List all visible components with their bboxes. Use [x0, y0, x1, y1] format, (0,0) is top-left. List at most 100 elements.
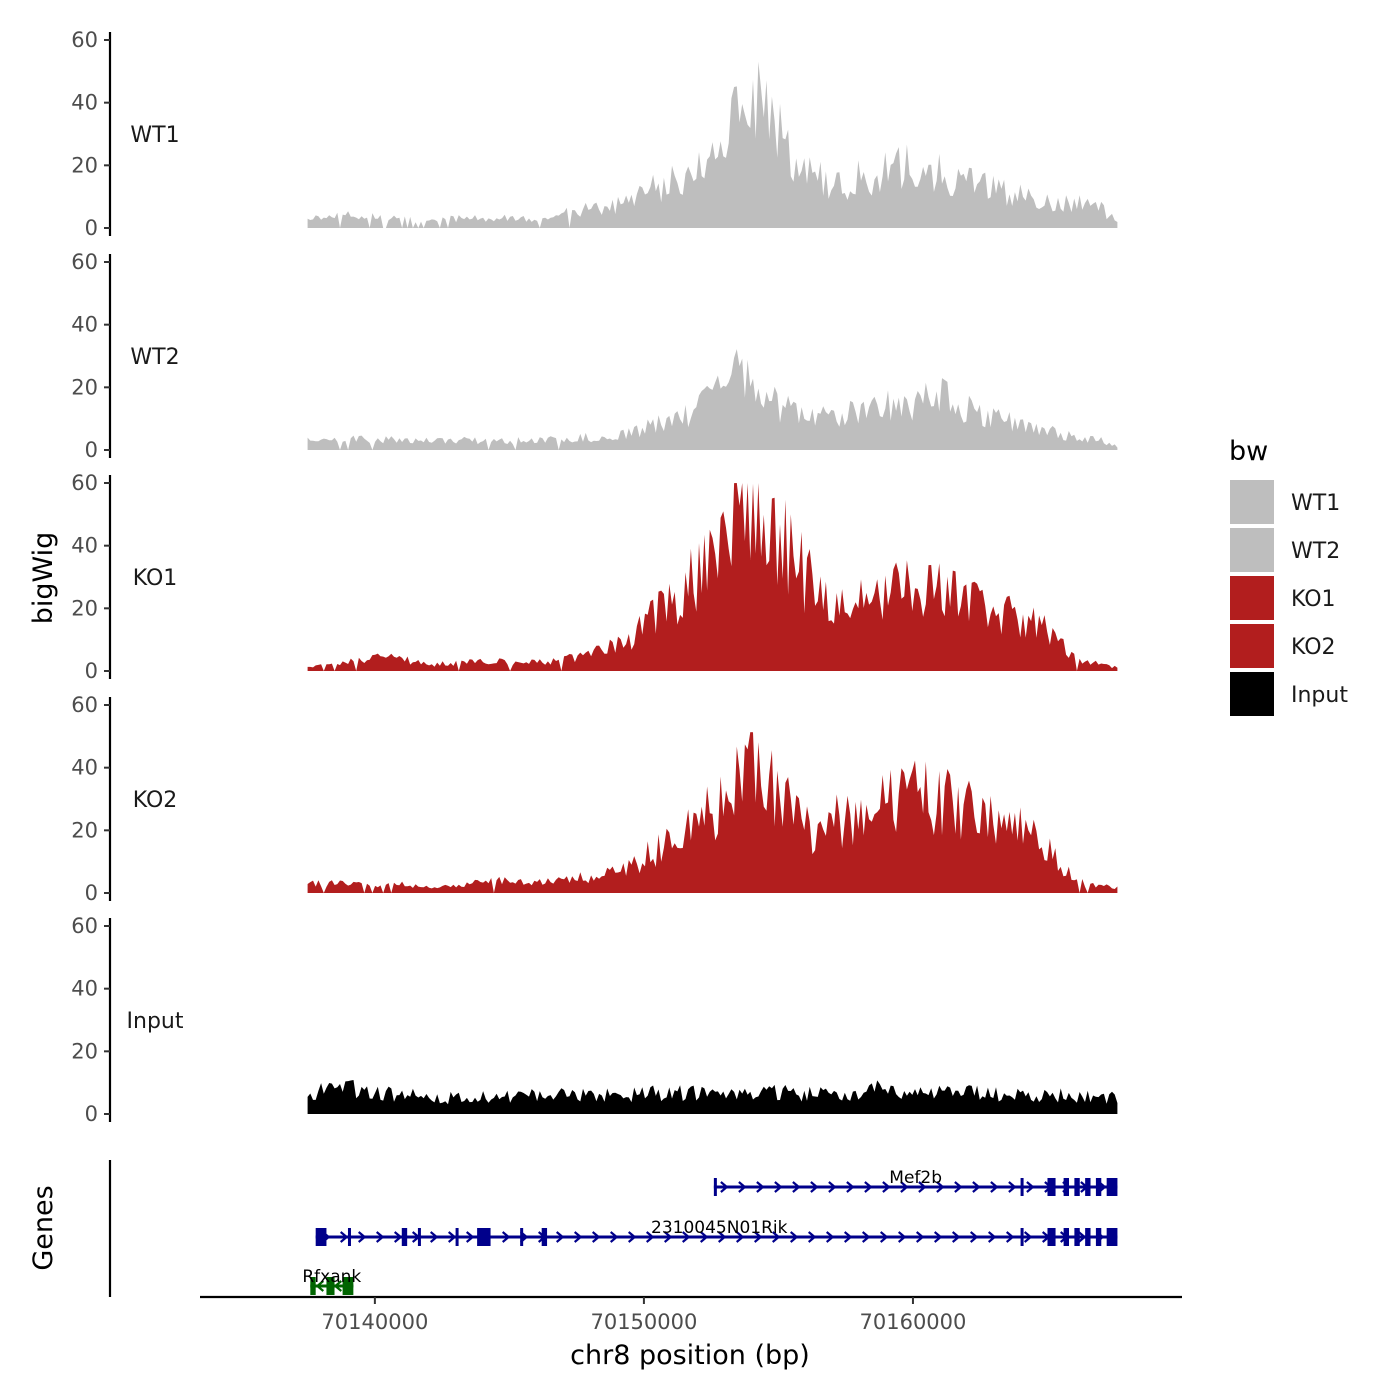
x-axis-title: chr8 position (bp) — [570, 1340, 810, 1371]
exon — [1106, 1228, 1118, 1246]
exon — [401, 1228, 408, 1246]
x-tick-label: 70160000 — [860, 1310, 967, 1334]
exon — [347, 1228, 351, 1246]
strand-arrow — [339, 1231, 349, 1243]
legend-entry-input: Input — [1230, 672, 1348, 716]
strand-arrow — [501, 1231, 511, 1243]
signal-area-wt1 — [307, 61, 1118, 228]
y-tick-label: 20 — [71, 375, 98, 399]
track-input: 0 20 40 60 Input — [71, 914, 1118, 1126]
exon — [713, 1178, 717, 1196]
signal-tracks: 0 20 40 60 WT1 0 20 40 60 WT2 0 20 40 60 KO1 0 20 40 60 KO2… — [71, 28, 1118, 1126]
strand-arrow — [609, 1231, 619, 1243]
y-tick-label: 40 — [71, 756, 98, 780]
exon — [1047, 1228, 1056, 1246]
strand-arrow — [717, 1231, 727, 1243]
exon — [1020, 1178, 1024, 1196]
y-tick-label: 0 — [85, 881, 98, 905]
strand-arrow — [789, 1231, 799, 1243]
strand-arrow — [1026, 1181, 1035, 1193]
strand-arrow — [918, 1181, 927, 1193]
y-tick-label: 60 — [71, 28, 98, 52]
strand-arrow — [969, 1231, 979, 1243]
y-axis-title-group: bigWig — [28, 532, 59, 625]
strand-arrow — [771, 1231, 781, 1243]
strand-arrow — [861, 1231, 871, 1243]
gene-label: Rfxank — [302, 1267, 361, 1287]
strand-arrow — [936, 1181, 945, 1193]
strand-arrow — [810, 1181, 819, 1193]
strand-arrow — [843, 1231, 853, 1243]
exon — [520, 1228, 524, 1246]
gene-label: Mef2b — [889, 1168, 942, 1188]
strand-arrow — [738, 1181, 747, 1193]
legend-entry-wt2: WT2 — [1230, 528, 1340, 572]
y-tick-label: 40 — [71, 977, 98, 1001]
legend-label: WT1 — [1291, 491, 1340, 516]
strand-arrow — [1005, 1231, 1015, 1243]
exon — [326, 1277, 335, 1295]
strand-arrow — [846, 1181, 855, 1193]
legend-swatch — [1230, 672, 1274, 716]
legend-entry-wt1: WT1 — [1230, 480, 1340, 524]
track-label-ko2: KO2 — [133, 788, 178, 813]
legend-entry-ko2: KO2 — [1230, 624, 1336, 668]
gene-track: Mef2b 2310045N01Rik Rfxank — [108, 1160, 1118, 1297]
gene-label: 2310045N01Rik — [651, 1218, 788, 1238]
y-tick-label: 20 — [71, 1039, 98, 1063]
signal-area-ko1 — [307, 483, 1118, 671]
strand-arrow — [573, 1231, 583, 1243]
strand-arrow — [1077, 1231, 1087, 1243]
gene-rfxank: Rfxank — [302, 1267, 361, 1295]
exon — [1047, 1178, 1056, 1196]
gene-2310045n01rik: 2310045N01Rik — [315, 1218, 1118, 1246]
strand-arrow — [465, 1231, 475, 1243]
strand-arrow — [735, 1231, 745, 1243]
strand-arrow — [663, 1231, 673, 1243]
y-tick-label: 60 — [71, 250, 98, 274]
strand-arrow — [681, 1231, 691, 1243]
strand-arrow — [645, 1231, 655, 1243]
legend-label: KO1 — [1291, 587, 1336, 612]
y-tick-label: 40 — [71, 534, 98, 558]
y-tick-label: 60 — [71, 914, 98, 938]
exon — [1074, 1178, 1080, 1196]
legend-entry-ko1: KO1 — [1230, 576, 1336, 620]
signal-area-wt2 — [307, 349, 1118, 450]
strand-arrow — [393, 1231, 403, 1243]
strand-arrow — [774, 1181, 783, 1193]
strand-arrow — [447, 1231, 457, 1243]
signal-area-ko2 — [307, 732, 1118, 893]
y-tick-label: 0 — [85, 659, 98, 683]
x-tick-label: 70150000 — [590, 1310, 697, 1334]
strand-arrow — [1008, 1181, 1017, 1193]
strand-arrow — [591, 1231, 601, 1243]
exon — [1063, 1178, 1070, 1196]
y-tick-label: 40 — [71, 313, 98, 337]
exon — [310, 1277, 316, 1295]
legend-swatch — [1230, 624, 1274, 668]
strand-arrow — [375, 1231, 385, 1243]
y-tick-label: 0 — [85, 1102, 98, 1126]
exon — [455, 1228, 459, 1246]
gene-mef2b: Mef2b — [713, 1168, 1118, 1196]
strand-arrow — [429, 1231, 439, 1243]
legend-label: WT2 — [1291, 539, 1340, 564]
strand-arrow — [900, 1181, 909, 1193]
legend-label: Input — [1291, 683, 1348, 708]
legend-swatch — [1230, 480, 1274, 524]
strand-arrow — [792, 1181, 801, 1193]
exon — [1095, 1228, 1102, 1246]
y-tick-label: 0 — [85, 216, 98, 240]
track-ko1: 0 20 40 60 KO1 — [71, 471, 1118, 683]
strand-arrow — [864, 1181, 873, 1193]
strand-arrow — [897, 1231, 907, 1243]
strand-arrow — [627, 1231, 637, 1243]
exon — [1063, 1228, 1070, 1246]
strand-arrow — [972, 1181, 981, 1193]
x-axis: 70140000 70150000 70160000 — [200, 1295, 1182, 1334]
y-tick-label: 20 — [71, 153, 98, 177]
strand-arrow — [990, 1181, 999, 1193]
exon — [417, 1228, 421, 1246]
